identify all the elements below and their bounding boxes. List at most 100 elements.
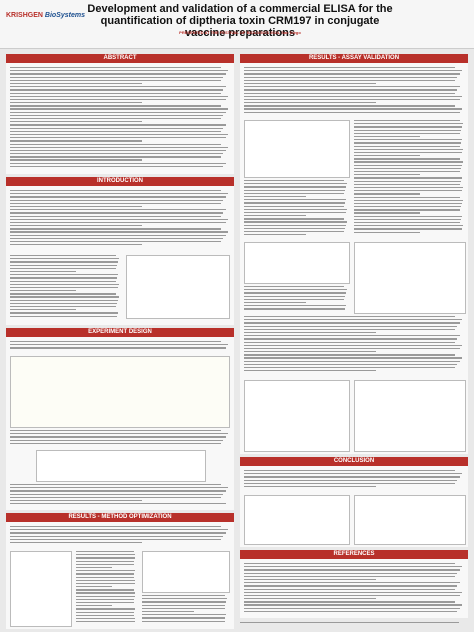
text-line (10, 130, 222, 133)
text-line (354, 225, 463, 227)
text-line (354, 171, 460, 173)
text-line (244, 604, 462, 606)
text-line (244, 295, 345, 297)
text-line (76, 614, 134, 617)
event: PRESENTED AT THE FESTIVAL OF BIOLOGICS 2… (179, 30, 301, 35)
text-line (244, 566, 462, 568)
text-line (354, 129, 461, 131)
text-line (244, 95, 462, 97)
text-line (10, 529, 228, 531)
text-line (244, 575, 456, 578)
text-line (10, 538, 222, 541)
text-line (244, 308, 345, 310)
text-line (244, 598, 376, 600)
text-line (10, 244, 142, 246)
text-line (10, 309, 76, 311)
text-line (244, 221, 347, 223)
text-line (10, 196, 226, 198)
text-line (10, 293, 116, 295)
text-line (76, 586, 112, 588)
text-line (244, 585, 458, 587)
text-line (10, 503, 226, 505)
text-line (10, 255, 116, 257)
chart-image (244, 380, 350, 452)
logo-sub: BioSystems (44, 12, 85, 19)
text-line (244, 572, 458, 574)
text-line (142, 617, 226, 619)
text-line (76, 598, 135, 601)
text-line (244, 186, 346, 188)
text-line (244, 331, 376, 334)
text-line (244, 231, 344, 233)
text-line (10, 344, 228, 346)
section-heading: EXPERIMENT DESIGN (6, 328, 234, 337)
text-line (10, 70, 228, 72)
text-block (10, 430, 230, 448)
section: CONCLUSION (240, 457, 468, 547)
text-line (10, 487, 228, 489)
text-line (76, 576, 134, 578)
text-line (244, 476, 460, 478)
text-line (240, 622, 459, 624)
text-line (354, 155, 420, 157)
text-line (354, 183, 460, 186)
text-line (76, 595, 135, 597)
text-line (10, 82, 142, 85)
text-line (10, 541, 142, 544)
text-line (244, 234, 307, 236)
text-line (10, 95, 228, 97)
section-heading: ABSTRACT (6, 54, 234, 63)
text-line (10, 264, 117, 266)
text-line (354, 231, 420, 233)
text-line (10, 146, 228, 148)
text-line (10, 231, 228, 233)
text-line (10, 234, 226, 236)
text-line (244, 325, 458, 327)
text-line (244, 205, 344, 207)
text-line (244, 82, 376, 85)
text-line (10, 286, 118, 289)
chart-image (244, 242, 350, 284)
section-heading: INTRODUCTION (6, 177, 234, 186)
text-line (10, 102, 142, 104)
text-block (76, 551, 136, 625)
figure (10, 551, 72, 627)
text-line (354, 186, 463, 189)
section-heading: RESULTS - METHOD OPTIMIZATION (6, 513, 234, 522)
section: RESULTS - METHOD OPTIMIZATION (6, 513, 234, 629)
text-line (10, 143, 222, 145)
text-line (244, 102, 376, 104)
text-line (10, 162, 226, 164)
text-block (354, 120, 464, 238)
text-line (10, 299, 118, 301)
text-line (10, 347, 226, 349)
text-line (76, 602, 134, 604)
text-line (10, 228, 222, 230)
text-line (244, 594, 460, 597)
text-line (244, 367, 456, 369)
text-line (10, 190, 222, 192)
text-line (142, 610, 194, 613)
text-line (10, 124, 226, 126)
text-line (244, 70, 462, 72)
text-line (10, 312, 118, 314)
text-line (10, 218, 228, 220)
text-line (10, 225, 142, 227)
text-line (354, 120, 460, 122)
text-line (10, 73, 226, 75)
text-line (244, 67, 456, 69)
text-line (10, 159, 142, 161)
text-line (142, 620, 225, 622)
logo-text: KRISHGEN (6, 12, 43, 19)
text-line (10, 280, 116, 282)
text-line (10, 153, 224, 155)
text-line (10, 283, 119, 285)
text-line (244, 335, 460, 337)
text-line (354, 202, 462, 205)
text-line (244, 292, 346, 294)
text-line (354, 180, 461, 182)
text-line (354, 145, 460, 147)
text-line (244, 322, 460, 324)
text-line (244, 111, 460, 113)
text-line (244, 98, 460, 101)
